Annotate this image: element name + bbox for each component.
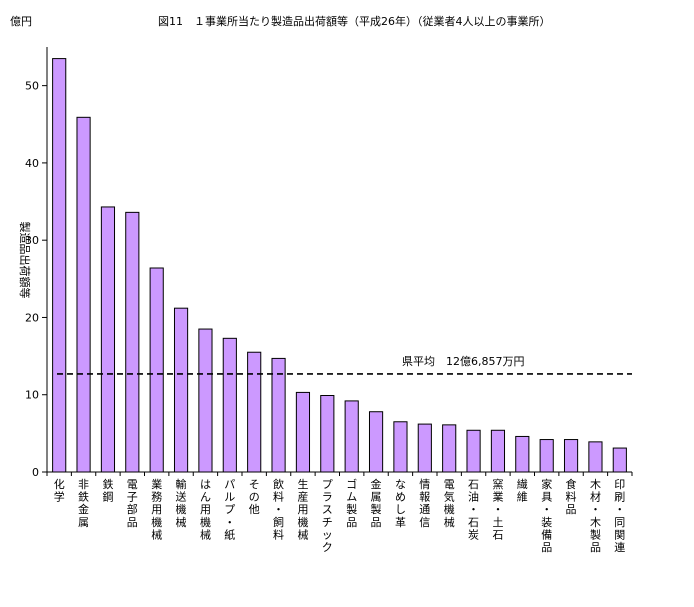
bar-24 — [612, 447, 627, 473]
category-label-14: 金属製品 — [371, 477, 382, 529]
category-label-24: 印刷・同関連 — [614, 478, 625, 554]
bar-21 — [539, 439, 554, 473]
bar-4 — [125, 211, 140, 473]
category-label-12: プラスチック — [322, 478, 333, 554]
bar-22 — [563, 439, 579, 473]
chart-title: 図11 １事業所当たり製造品出荷額等（平成26年）（従業者4人以上の事業所） — [158, 14, 551, 28]
bar-20 — [515, 435, 530, 473]
category-label-10: 飲料・飼料 — [273, 477, 284, 541]
bar-10 — [271, 357, 286, 473]
category-label-4: 電子部品 — [127, 478, 138, 529]
y-axis-label: 製造品出荷額等 — [18, 222, 32, 299]
category-labels: 化学 非鉄金属 鉄鋼 電子部品 業務用機械 輸送機械 はん用機械 パルプ・紙 その他 飲料・飼料 生… — [54, 477, 626, 554]
y-tick-label: 30 — [25, 234, 39, 247]
category-label-6: 輸送機械 — [176, 477, 187, 529]
y-tick-label: 10 — [25, 389, 39, 402]
ticks-layer: 0 10 20 30 40 50 — [25, 80, 633, 479]
bars-layer — [52, 58, 627, 473]
bar-7 — [198, 328, 213, 473]
bar-16 — [417, 423, 432, 473]
category-label-5: 業務用機械 — [151, 478, 162, 541]
bar-19 — [490, 429, 506, 473]
bar-5 — [149, 267, 164, 473]
category-label-23: 木材・木製品 — [590, 478, 601, 554]
bar-12 — [320, 395, 335, 473]
unit-label: 億円 — [10, 15, 32, 28]
bar-8 — [222, 337, 237, 473]
category-label-1: 化学 — [54, 477, 65, 504]
category-label-8: パルプ・紙 — [224, 478, 235, 541]
y-tick-label: 0 — [32, 466, 39, 479]
bar-14 — [368, 411, 384, 473]
y-tick-label: 20 — [25, 311, 39, 324]
y-tick-label: 50 — [25, 80, 39, 93]
bar-17 — [442, 424, 457, 473]
category-label-11: 生産用機械 — [297, 477, 308, 541]
bar-9 — [247, 351, 262, 473]
bar-15 — [393, 421, 408, 473]
bar-18 — [466, 429, 481, 473]
bar-3 — [100, 206, 116, 473]
bar-1 — [52, 58, 67, 473]
category-label-17: 電気機械 — [444, 478, 455, 529]
bar-11 — [295, 391, 311, 473]
y-tick-label: 40 — [25, 157, 39, 170]
category-label-2: 非鉄金属 — [78, 478, 89, 529]
category-label-19: 窯業・土石 — [492, 477, 503, 541]
category-label-13: ゴム製品 — [346, 477, 357, 529]
category-label-15: なめし革 — [395, 478, 406, 529]
average-label: 県平均 12億6,857万円 — [402, 355, 525, 368]
category-label-20: 繊維 — [517, 478, 528, 504]
category-label-18: 石油・石炭 — [468, 478, 479, 541]
bar-13 — [344, 400, 359, 473]
category-label-22: 食料品 — [566, 477, 577, 516]
category-label-9: その他 — [249, 478, 260, 516]
bar-2 — [76, 116, 91, 473]
bar-6 — [173, 307, 189, 473]
category-label-21: 家具・装備品 — [541, 477, 552, 554]
bar-23 — [588, 441, 603, 473]
category-label-16: 情報通信 — [419, 478, 430, 529]
category-label-7: はん用機械 — [200, 478, 211, 541]
category-label-3: 鉄鋼 — [102, 477, 113, 504]
